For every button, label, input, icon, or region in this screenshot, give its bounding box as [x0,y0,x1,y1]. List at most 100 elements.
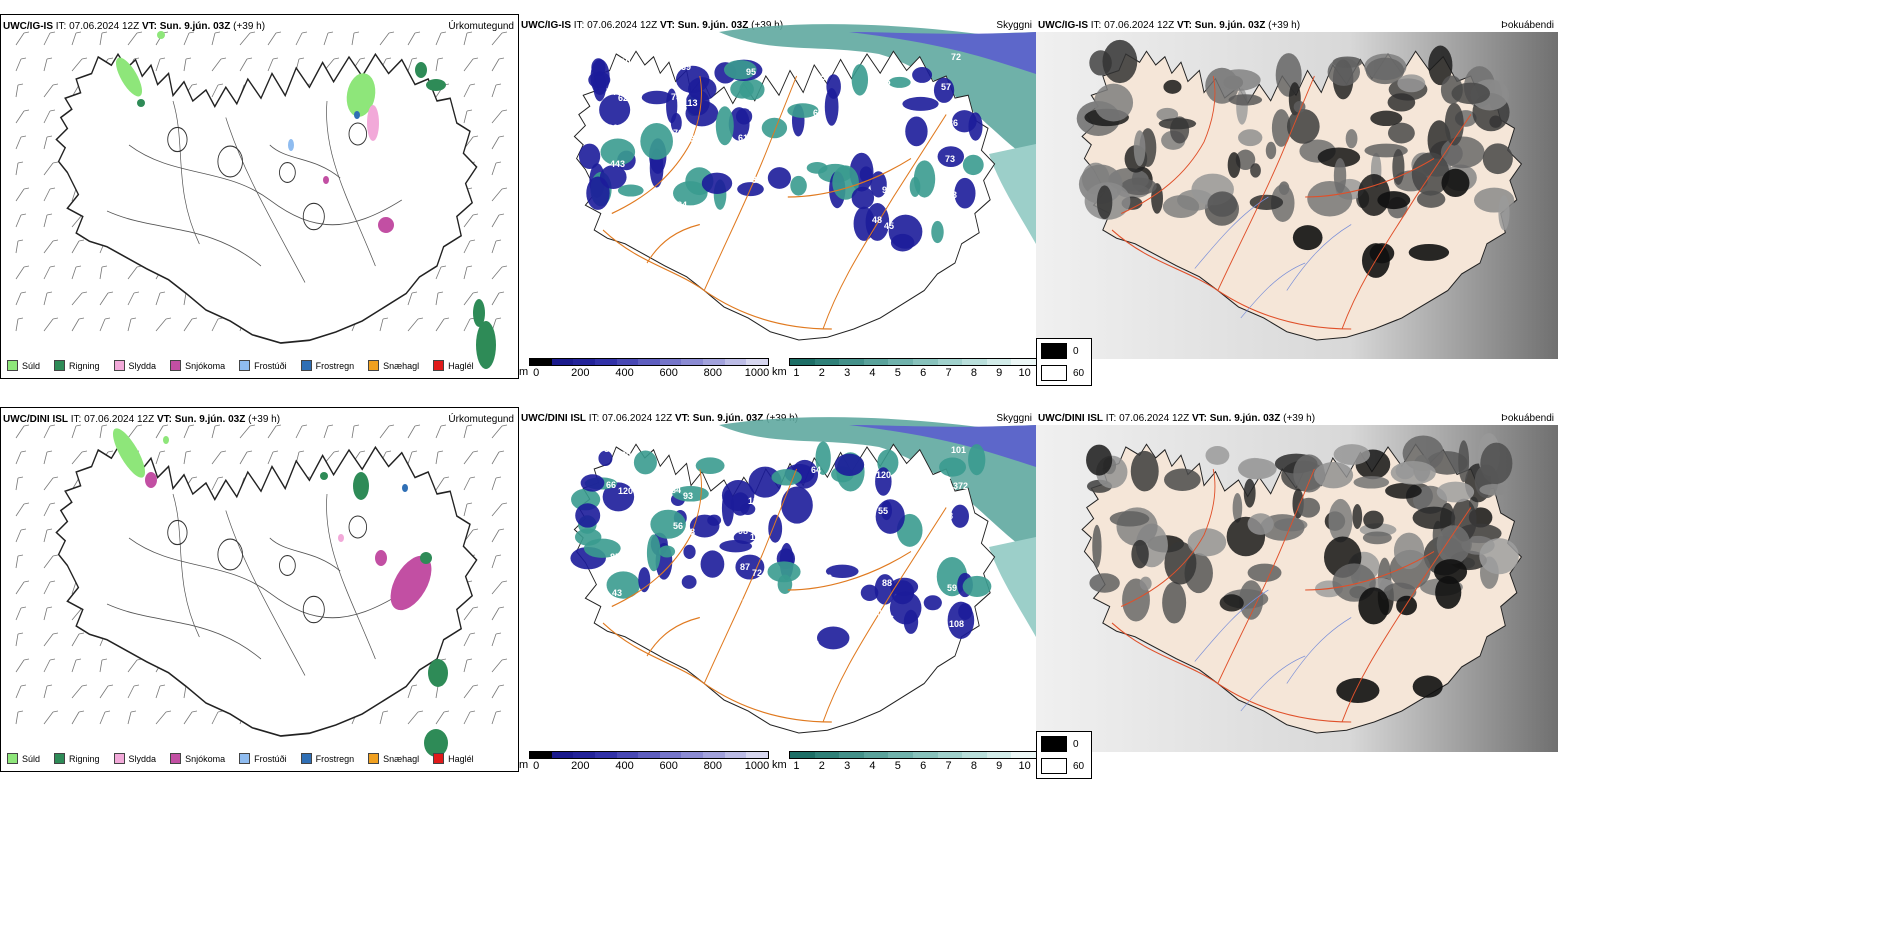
colorbar-tick-label: 1000 [744,367,770,379]
cloud-base-value: 77 [748,103,758,113]
colorbar-tick-label: 1 [793,367,800,379]
cloud-base-value: 62 [742,205,752,215]
cloud-base-value: 70 [604,51,614,61]
colorbar-ticks: 0 200 400 600 800 1000 [529,367,769,381]
colorbar-tick-label: 3 [844,367,851,379]
cloud-base-value: 66 [606,480,616,490]
iceland-precip-map [15,424,508,757]
cloud-base-value: 136 [943,118,958,128]
cloud-base-value: 75 [671,92,681,102]
colorbar-tick-label: 1000 [744,760,770,772]
colorbar-tick-label: 10 [1018,367,1031,379]
colorbar-segment [937,752,963,758]
cloud-base-value: 72 [951,52,961,62]
precip-legend: Súld Rigning Slydda Snjókoma Frostúði Frostre… [7,753,482,764]
colorbar-tick-label: 8 [970,760,977,772]
cloud-base-value: 54 [807,603,817,613]
colorbar-segment [1011,359,1036,365]
cloud-base-value: 86 [677,593,687,603]
cloud-base-value: 120 [876,470,891,480]
legend-swatch [300,360,312,371]
variable-title: Skyggni [996,20,1032,31]
cloud-base-value: 43 [612,588,622,598]
precip-type-panel-top: UWC/IG-IS IT: 07.06.2024 12Z VT: Sun. 9.… [0,14,519,379]
cloud-base-value: 10 [878,113,888,123]
cloud-base-value: 87 [746,460,756,470]
cloud-base-value: 64 [811,465,821,475]
colorbar-tick-label: 5 [894,367,901,379]
cloud-base-value: 113 [683,98,698,108]
cloud-base-value: 69 [809,246,819,256]
cloud-base-value: 94 [675,164,685,174]
panel-header: UWC/DINI ISL IT: 07.06.2024 12Z VT: Sun.… [1038,413,1316,424]
colorbar-segment [962,359,987,365]
cloud-base-value: 47 [805,174,815,184]
variable-title: Skyggni [996,413,1032,424]
cloud-base-value: 57 [941,82,951,92]
colorbar-swatches [789,358,1037,366]
legend-label: Snjókoma [185,753,226,764]
visibility-field [719,417,1036,637]
cloud-base-field [578,58,984,252]
cloud-base-value: 115 [876,77,891,87]
colorbar-tick-label: 200 [571,367,590,379]
colorbar-tick-label: 4 [869,367,876,379]
legend-label: Súld [22,753,41,764]
colorbar-segment [573,359,595,365]
cloud-base-value: 83 [947,190,957,200]
colorbar-segment [703,359,725,365]
colorbar-segment [551,359,574,365]
iceland-fog-map [1036,32,1558,359]
legend-item: Snæhagl [368,360,419,371]
legend-swatch [170,360,182,371]
cloud-base-value: 78 [874,251,884,261]
iceland-outline [1076,39,1523,341]
cloud-base-value: 53 [813,501,823,511]
colorbar-segment [573,752,595,758]
colorbar-segment [638,359,660,365]
colorbar-tick-label: 400 [615,760,634,772]
cloud-base-value: 48 [872,215,882,225]
cloud-base-value: 74 [606,87,616,97]
cloud-base-value: 53 [941,475,951,485]
cloud-base-value: 88 [882,578,892,588]
iceland-cloud-map: 50 84 98 102 101 53 66 56 87 54 80 53 56 98 59 69 120 68 8… [570,417,1036,734]
cloud-base-value: 64 [815,144,825,154]
colorbar-ticks: 0 200 400 600 800 1000 [529,760,769,774]
colorbar-tick-label: 600 [659,760,678,772]
legend-label: Frostúði [254,753,287,764]
panel-header: UWC/IG-IS IT: 07.06.2024 12Z VT: Sun. 9.… [3,21,266,32]
legend-swatch [239,753,251,764]
colorbar-segment [616,359,639,365]
cloud-base-labels: 70 75 61 47 48 86 74 76 65 45 78 57 90 94 62 69 115 136 44… [604,51,964,266]
cloud-base-value: 53 [939,649,949,659]
colorbar-swatches [529,751,769,759]
legend-swatch [54,753,66,764]
cloud-base-value: 93 [882,185,892,195]
colorbar-segment [912,359,938,365]
variable-title: Úrkomutegund [448,21,514,32]
cloud-base-value: 387 [819,216,834,226]
fog-legend-box: 0 60 [1036,338,1092,386]
colorbar-segment [681,752,704,758]
legend-item: Haglél [433,360,474,371]
legend-swatch [239,360,251,371]
cloud-base-value: 109 [949,226,964,236]
fog-legend-swatch [1041,343,1067,359]
cloud-base-value: 443 [610,159,625,169]
colorbar-segment [863,752,889,758]
cloud-base-value: 85 [610,552,620,562]
colorbar-segment [839,359,864,365]
legend-swatch [113,360,125,371]
cloud-base-value: 95 [746,67,756,77]
colorbar-segment [724,359,747,365]
iceland-outline [55,52,478,344]
legend-swatch [170,753,182,764]
cloud-base-value: 337 [685,134,700,144]
cloud-base-value: 65 [813,108,823,118]
cloud-base-value: 98 [738,526,748,536]
colorbar-segment [681,359,704,365]
colorbar-tick-label: 7 [945,367,952,379]
colorbar-segment [814,359,840,365]
iceland-fog-map [1036,425,1558,752]
